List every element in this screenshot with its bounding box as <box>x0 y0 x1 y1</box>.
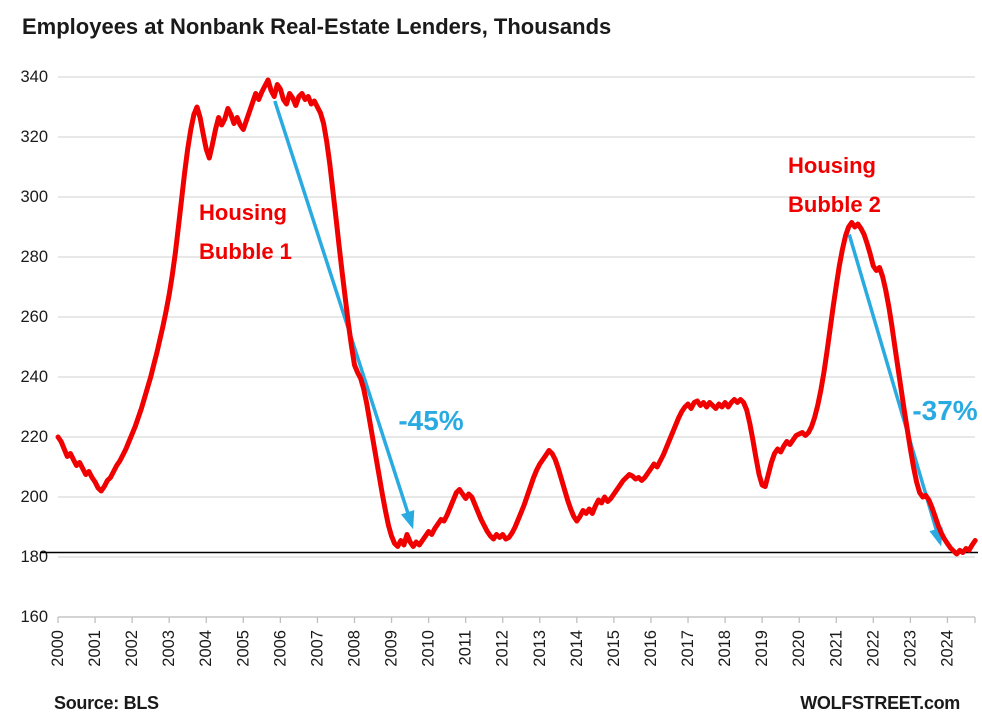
x-tick-label-2020: 2020 <box>790 630 808 667</box>
x-tick-label-2014: 2014 <box>568 630 586 667</box>
x-tick-label-2009: 2009 <box>383 630 401 667</box>
brand-wordmark: WOLFSTREET.com <box>800 693 960 713</box>
x-tick-label-2021: 2021 <box>827 630 845 667</box>
x-tick-label-2000: 2000 <box>49 630 67 667</box>
chart-title: Employees at Nonbank Real-Estate Lenders… <box>22 14 612 39</box>
decline-arrow-2 <box>847 234 943 547</box>
y-tick-label-260: 260 <box>20 308 48 326</box>
y-tick-label-200: 200 <box>20 488 48 506</box>
source-note: Source: BLS <box>54 693 159 713</box>
x-tick-label-2005: 2005 <box>234 630 252 667</box>
gridlines <box>58 76 975 618</box>
y-tick-label-280: 280 <box>20 248 48 266</box>
decline-arrows <box>273 100 943 547</box>
annotation-drop-45pct: -45% <box>398 405 464 436</box>
x-tick-label-2023: 2023 <box>901 630 919 667</box>
y-tick-label-300: 300 <box>20 188 48 206</box>
y-tick-label-320: 320 <box>20 128 48 146</box>
decline-arrow-1 <box>273 100 415 530</box>
x-tick-label-2007: 2007 <box>308 630 326 667</box>
x-tick-label-2003: 2003 <box>160 630 178 667</box>
x-tick-label-2006: 2006 <box>271 630 289 667</box>
x-tick-label-2004: 2004 <box>197 630 215 667</box>
x-tick-label-2018: 2018 <box>716 630 734 667</box>
y-tick-label-240: 240 <box>20 368 48 386</box>
x-axis <box>57 616 976 623</box>
x-tick-label-2019: 2019 <box>753 630 771 667</box>
x-tick-label-2015: 2015 <box>605 630 623 667</box>
y-tick-label-220: 220 <box>20 428 48 446</box>
x-axis-labels: 2000 2001 2002 2003 2004 2005 2006 2007 2008 2009… <box>49 630 956 667</box>
x-tick-label-2002: 2002 <box>123 630 141 667</box>
annotation-housing-bubble-1: Housing Bubble 1 <box>199 200 292 264</box>
x-tick-label-2024: 2024 <box>938 630 956 667</box>
x-tick-label-2012: 2012 <box>494 630 512 667</box>
x-tick-label-2008: 2008 <box>345 630 363 667</box>
annotation-drop-37pct: -37% <box>912 395 978 426</box>
x-tick-label-2011: 2011 <box>457 630 475 665</box>
x-tick-label-2013: 2013 <box>531 630 549 667</box>
x-tick-label-2010: 2010 <box>420 630 438 667</box>
y-axis-labels: 160 180 200 220 240 260 280 300 320 340 <box>20 68 48 626</box>
annotation-housing-bubble-2: Housing Bubble 2 <box>788 153 881 217</box>
y-tick-label-180: 180 <box>20 548 48 566</box>
x-tick-label-2022: 2022 <box>864 630 882 667</box>
y-tick-label-340: 340 <box>20 68 48 86</box>
employment-data-line <box>55 77 978 557</box>
x-tick-label-2001: 2001 <box>86 630 104 667</box>
y-tick-label-160: 160 <box>20 608 48 626</box>
x-tick-label-2016: 2016 <box>642 630 660 667</box>
x-tick-label-2017: 2017 <box>679 630 697 667</box>
